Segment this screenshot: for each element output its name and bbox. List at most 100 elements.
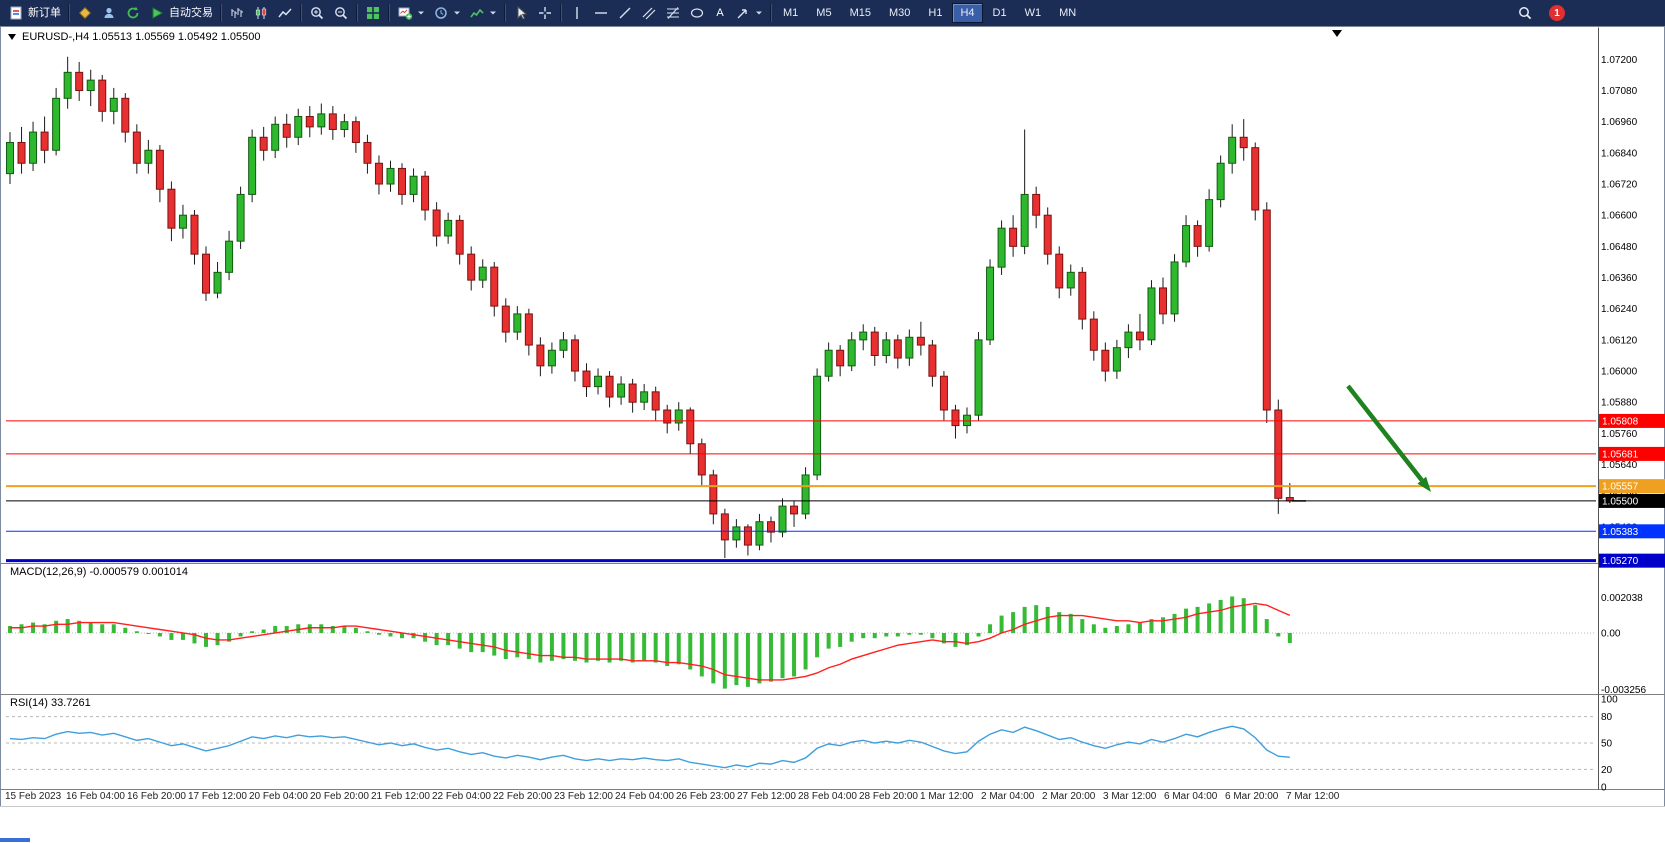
time-axis-label: 1 Mar 12:00 (920, 791, 974, 802)
search-button[interactable] (1513, 2, 1537, 24)
timeframe-group: M1 M5 M15 M30 H1 H4 D1 W1 MN (775, 3, 1084, 23)
time-axis-label: 28 Feb 04:00 (798, 791, 857, 802)
new-chart-button[interactable] (393, 2, 429, 24)
trendline-tool-button[interactable] (613, 2, 637, 24)
fibonacci-tool-button[interactable] (661, 2, 685, 24)
toolbar-separator (300, 4, 302, 22)
toolbar-separator (560, 4, 562, 22)
time-axis-label: 21 Feb 12:00 (371, 791, 430, 802)
market-watch-button[interactable] (73, 2, 97, 24)
timeframe-button-m5[interactable]: M5 (808, 3, 839, 23)
price-tag (1599, 493, 1665, 508)
svg-text:1.06600: 1.06600 (1601, 211, 1638, 222)
zoom-in-button[interactable] (305, 2, 329, 24)
trend-arrow-annotation[interactable] (1346, 384, 1431, 492)
price-tag (1599, 524, 1665, 539)
candlestick-icon (255, 7, 267, 19)
cursor-icon (517, 5, 528, 20)
svg-text:1.06720: 1.06720 (1601, 180, 1638, 191)
chevron-down-icon (756, 11, 762, 15)
toolbar-right-group: 1 (1513, 2, 1565, 24)
svg-text:1.07200: 1.07200 (1601, 55, 1638, 66)
crosshair-tool-button[interactable] (533, 2, 557, 24)
profiles-button[interactable] (429, 2, 465, 24)
time-axis-label: 2 Mar 04:00 (981, 791, 1035, 802)
svg-text:80: 80 (1601, 712, 1613, 723)
price-tag (1599, 413, 1665, 428)
timeframe-button-h4[interactable]: H4 (952, 3, 983, 23)
search-icon (1519, 7, 1532, 20)
bottom-left-accent (0, 838, 30, 842)
indicator-icon (470, 8, 484, 18)
axis-labels[interactable]: 1.07200 1.07080 1.06960 1.06840 1.06720 1.066… (1601, 55, 1646, 794)
svg-text:1.07080: 1.07080 (1601, 86, 1638, 97)
candlestick-mode-button[interactable] (249, 2, 273, 24)
candlestick-series (6, 56, 1294, 559)
svg-text:1.05760: 1.05760 (1601, 429, 1638, 440)
zoom-out-button[interactable] (329, 2, 353, 24)
indicators-button[interactable] (465, 2, 501, 24)
vertical-line-icon (576, 7, 578, 19)
price-tag (1599, 553, 1665, 568)
timeframe-button-h1[interactable]: H1 (920, 3, 950, 23)
user-icon (104, 7, 114, 18)
svg-text:1.06120: 1.06120 (1601, 335, 1638, 346)
timeframe-button-m15[interactable]: M15 (842, 3, 879, 23)
svg-text:1.06840: 1.06840 (1601, 148, 1638, 159)
timeframe-button-m1[interactable]: M1 (775, 3, 806, 23)
cursor-tool-button[interactable] (509, 2, 533, 24)
timeframe-button-w1[interactable]: W1 (1017, 3, 1050, 23)
auto-trading-button[interactable]: 自动交易 (145, 2, 217, 24)
shapes-tool-button[interactable] (685, 2, 709, 24)
time-axis-label: 20 Feb 20:00 (310, 791, 369, 802)
horizontal-line-tool-button[interactable] (589, 2, 613, 24)
svg-text:1.06240: 1.06240 (1601, 304, 1638, 315)
svg-text:1.05880: 1.05880 (1601, 398, 1638, 409)
time-axis-label: 17 Feb 12:00 (188, 791, 247, 802)
fibonacci-icon (667, 7, 679, 19)
arrow-tool-button[interactable] (731, 2, 767, 24)
timeframe-button-m30[interactable]: M30 (881, 3, 918, 23)
macd-label: MACD(12,26,9) -0.000579 0.001014 (10, 566, 188, 578)
crosshair-icon (539, 7, 551, 19)
toolbar-separator (356, 4, 358, 22)
chart-shift-marker[interactable] (1332, 30, 1342, 37)
svg-text:1.05640: 1.05640 (1601, 460, 1638, 471)
timeframe-button-mn[interactable]: MN (1051, 3, 1084, 23)
time-axis-label: 16 Feb 20:00 (127, 791, 186, 802)
channel-tool-button[interactable] (637, 2, 661, 24)
expand-arrow-icon[interactable] (8, 34, 16, 40)
price-tag-label: 1.05500 (1602, 496, 1639, 507)
main-toolbar: 新订单 自动交易 (0, 0, 1665, 27)
svg-text:100: 100 (1601, 695, 1618, 706)
channel-icon (642, 7, 656, 20)
toolbar-separator (220, 4, 222, 22)
vertical-line-tool-button[interactable] (565, 2, 589, 24)
market-watch-icon (78, 6, 92, 20)
text-tool-button[interactable]: A (709, 2, 731, 24)
play-icon (152, 7, 164, 19)
tile-windows-button[interactable] (361, 2, 385, 24)
line-chart-mode-button[interactable] (273, 2, 297, 24)
data-window-button[interactable] (97, 2, 121, 24)
toolbar-separator (388, 4, 390, 22)
refresh-icon (127, 6, 139, 19)
notification-badge[interactable]: 1 (1549, 5, 1565, 21)
new-order-icon (10, 6, 22, 20)
rsi-line (9, 725, 1290, 769)
svg-text:1.06480: 1.06480 (1601, 242, 1638, 253)
ellipse-icon (690, 8, 704, 18)
svg-text:1.06960: 1.06960 (1601, 117, 1638, 128)
time-axis-label: 23 Feb 12:00 (554, 791, 613, 802)
new-order-button[interactable]: 新订单 (4, 2, 65, 24)
bar-chart-mode-button[interactable] (225, 2, 249, 24)
time-axis-label: 7 Mar 12:00 (1286, 791, 1340, 802)
navigator-button[interactable] (121, 2, 145, 24)
text-tool-icon: A (716, 6, 724, 19)
time-axis[interactable]: 15 Feb 2023 16 Feb 04:00 16 Feb 20:00 17 Fe… (0, 791, 1665, 805)
timeframe-button-d1[interactable]: D1 (985, 3, 1015, 23)
line-chart-icon (278, 8, 292, 18)
macd-histogram (8, 596, 1292, 689)
svg-text:1.06000: 1.06000 (1601, 367, 1638, 378)
